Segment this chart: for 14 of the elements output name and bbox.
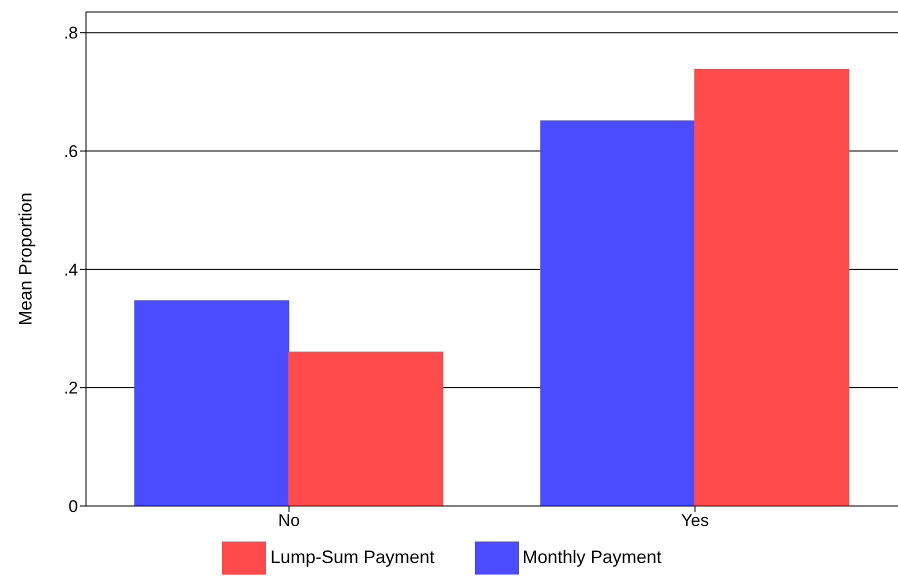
bar	[288, 352, 444, 506]
x-tick-label: No	[278, 511, 300, 530]
bar	[540, 120, 696, 506]
bar	[694, 68, 850, 506]
x-tick-label: Yes	[681, 511, 709, 530]
legend-label: Monthly Payment	[522, 546, 662, 567]
y-tick-label: .6	[64, 142, 78, 162]
y-tick-label: .4	[64, 260, 78, 280]
y-tick-label: .2	[64, 378, 78, 398]
legend-label: Lump-Sum Payment	[270, 546, 434, 567]
y-tick-label: 0	[68, 497, 78, 516]
y-axis-title: Mean Proportion	[15, 192, 36, 326]
bar	[134, 300, 290, 506]
y-tick-label: .8	[64, 24, 78, 43]
